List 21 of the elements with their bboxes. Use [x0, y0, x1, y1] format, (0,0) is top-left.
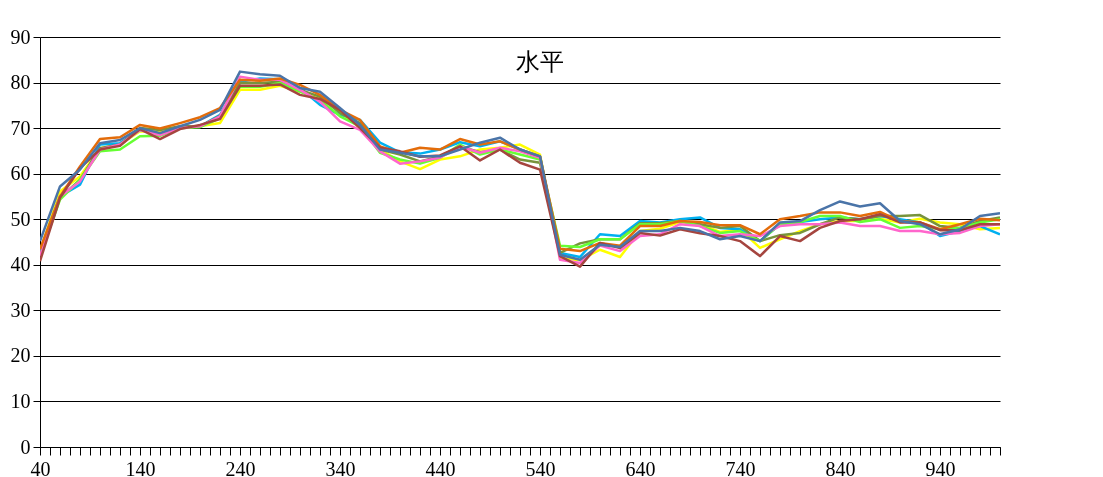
y-tick-label: 0 — [20, 435, 31, 458]
x-tick-label: 340 — [325, 457, 356, 477]
x-tick-label: 840 — [825, 457, 856, 477]
x-tick-label: 440 — [425, 457, 456, 477]
y-tick-label: 10 — [10, 389, 31, 412]
y-tick-label: 40 — [10, 253, 31, 276]
x-tick-label: 540 — [525, 457, 556, 477]
y-tick-label: 70 — [10, 116, 31, 139]
x-tick-label: 640 — [625, 457, 656, 477]
x-tick-label: 240 — [225, 457, 256, 477]
x-tick-label: 940 — [925, 457, 956, 477]
y-tick-label: 50 — [10, 207, 31, 230]
y-tick-label: 60 — [10, 162, 31, 185]
x-tick-label: 740 — [725, 457, 756, 477]
x-tick-label: 40 — [30, 457, 51, 477]
y-tick-label: 20 — [10, 344, 31, 367]
y-tick-label: 90 — [10, 25, 31, 48]
y-tick-label: 30 — [10, 298, 31, 321]
x-tick-label: 140 — [125, 457, 156, 477]
text: 水平 — [516, 49, 564, 75]
y-tick-label: 80 — [10, 71, 31, 94]
